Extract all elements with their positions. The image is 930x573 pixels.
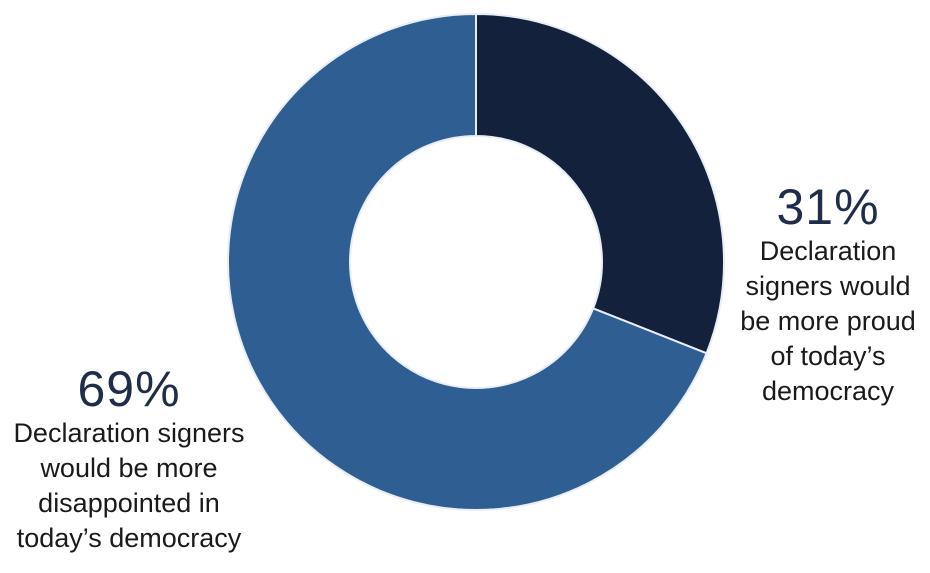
proud-slice xyxy=(475,12,725,355)
disappointed-slice xyxy=(227,12,708,511)
disappointed-description-line: disappointed in xyxy=(38,488,220,518)
disappointed-description-line: would be more xyxy=(40,453,218,483)
disappointed-percent-label: 69% xyxy=(77,361,181,417)
proud-description: Declaration signers would be more proud … xyxy=(728,234,928,409)
proud-description-line: signers would xyxy=(745,271,911,301)
disappointed-description-line: today’s democracy xyxy=(16,523,242,553)
disappointed-description-line: Declaration signers xyxy=(13,418,245,448)
proud-description-line: be more proud xyxy=(740,306,916,336)
proud-slice-label: 31% Declaration signers would be more pr… xyxy=(728,180,928,409)
disappointed-description: Declaration signers would be more disapp… xyxy=(0,416,258,556)
proud-description-line: democracy xyxy=(761,376,895,406)
disappointed-slice-label: 69% Declaration signers would be more di… xyxy=(0,362,258,556)
proud-description-line: of today’s xyxy=(770,341,886,371)
proud-percent-label: 31% xyxy=(776,179,880,235)
proud-description-line: Declaration xyxy=(759,236,897,266)
